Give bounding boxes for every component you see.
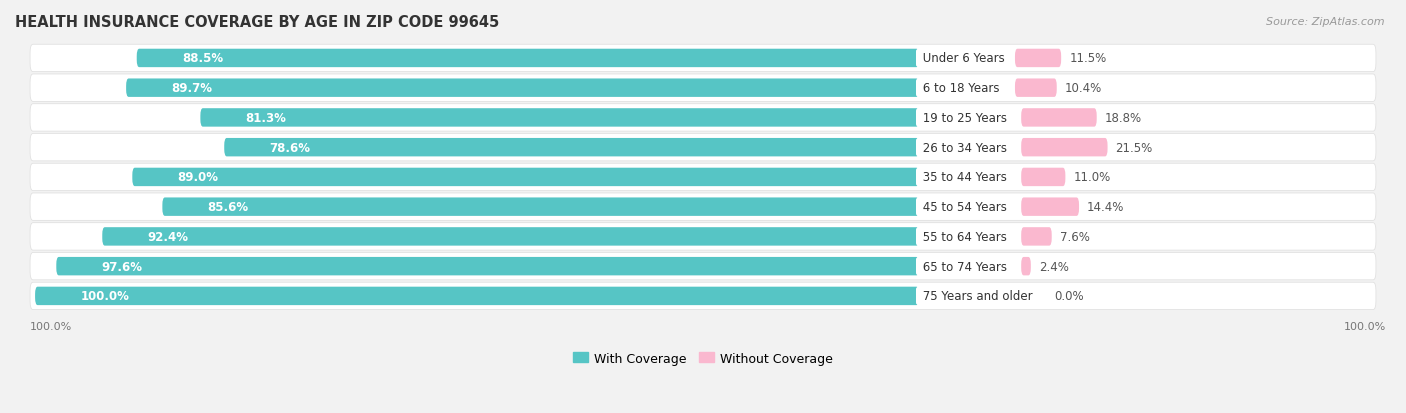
FancyBboxPatch shape [127, 79, 920, 97]
FancyBboxPatch shape [30, 194, 1376, 221]
Text: 81.3%: 81.3% [246, 112, 287, 125]
Text: Source: ZipAtlas.com: Source: ZipAtlas.com [1267, 17, 1385, 26]
Text: 6 to 18 Years: 6 to 18 Years [920, 82, 1004, 95]
FancyBboxPatch shape [30, 75, 1376, 102]
FancyBboxPatch shape [30, 253, 1376, 280]
FancyBboxPatch shape [201, 109, 920, 127]
FancyBboxPatch shape [132, 168, 920, 187]
Text: 92.4%: 92.4% [148, 230, 188, 243]
FancyBboxPatch shape [1021, 168, 1066, 187]
Text: 100.0%: 100.0% [80, 290, 129, 303]
Text: 88.5%: 88.5% [181, 52, 224, 65]
Text: 26 to 34 Years: 26 to 34 Years [920, 141, 1011, 154]
Text: 18.8%: 18.8% [1105, 112, 1142, 125]
FancyBboxPatch shape [224, 139, 920, 157]
Text: 35 to 44 Years: 35 to 44 Years [920, 171, 1011, 184]
Text: 19 to 25 Years: 19 to 25 Years [920, 112, 1011, 125]
Legend: With Coverage, Without Coverage: With Coverage, Without Coverage [568, 347, 838, 370]
FancyBboxPatch shape [30, 104, 1376, 132]
Text: 89.0%: 89.0% [177, 171, 218, 184]
Text: 100.0%: 100.0% [1344, 321, 1386, 331]
FancyBboxPatch shape [1015, 79, 1057, 97]
Text: 97.6%: 97.6% [101, 260, 142, 273]
Text: 45 to 54 Years: 45 to 54 Years [920, 201, 1011, 214]
Text: 100.0%: 100.0% [30, 321, 72, 331]
Text: 10.4%: 10.4% [1064, 82, 1102, 95]
FancyBboxPatch shape [1021, 228, 1052, 246]
Text: 75 Years and older: 75 Years and older [920, 290, 1036, 303]
Text: 65 to 74 Years: 65 to 74 Years [920, 260, 1011, 273]
FancyBboxPatch shape [1021, 139, 1108, 157]
Text: 14.4%: 14.4% [1087, 201, 1125, 214]
FancyBboxPatch shape [136, 50, 920, 68]
Text: 21.5%: 21.5% [1115, 141, 1153, 154]
FancyBboxPatch shape [35, 287, 920, 305]
Text: 7.6%: 7.6% [1060, 230, 1090, 243]
FancyBboxPatch shape [1021, 109, 1097, 127]
FancyBboxPatch shape [56, 257, 920, 276]
FancyBboxPatch shape [103, 228, 920, 246]
Text: Under 6 Years: Under 6 Years [920, 52, 1008, 65]
Text: 11.0%: 11.0% [1073, 171, 1111, 184]
FancyBboxPatch shape [1021, 257, 1031, 276]
Text: 2.4%: 2.4% [1039, 260, 1069, 273]
FancyBboxPatch shape [30, 282, 1376, 310]
Text: 78.6%: 78.6% [270, 141, 311, 154]
Text: 85.6%: 85.6% [208, 201, 249, 214]
Text: HEALTH INSURANCE COVERAGE BY AGE IN ZIP CODE 99645: HEALTH INSURANCE COVERAGE BY AGE IN ZIP … [15, 15, 499, 30]
FancyBboxPatch shape [1021, 198, 1078, 216]
FancyBboxPatch shape [30, 45, 1376, 72]
FancyBboxPatch shape [162, 198, 920, 216]
FancyBboxPatch shape [1015, 50, 1062, 68]
FancyBboxPatch shape [30, 164, 1376, 191]
FancyBboxPatch shape [30, 223, 1376, 250]
Text: 11.5%: 11.5% [1069, 52, 1107, 65]
Text: 55 to 64 Years: 55 to 64 Years [920, 230, 1011, 243]
Text: 89.7%: 89.7% [172, 82, 212, 95]
FancyBboxPatch shape [30, 134, 1376, 161]
Text: 0.0%: 0.0% [1054, 290, 1084, 303]
